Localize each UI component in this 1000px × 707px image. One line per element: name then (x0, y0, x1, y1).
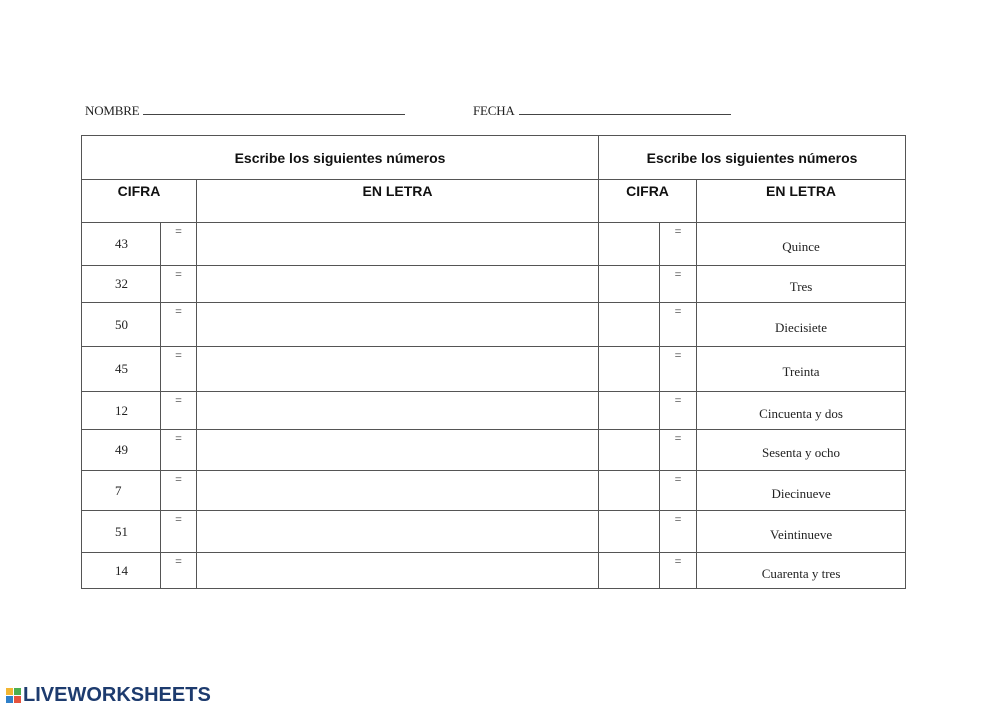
right-words: Quince (696, 222, 907, 266)
right-number-input[interactable] (598, 222, 661, 266)
left-words-input[interactable] (195, 552, 600, 589)
equals-sign: = (160, 470, 197, 511)
right-number-input[interactable] (598, 346, 661, 392)
equals-sign: = (659, 391, 698, 430)
right-words: Cincuenta y dos (696, 391, 907, 430)
left-number: 32 (81, 265, 161, 303)
left-words-input[interactable] (195, 222, 600, 266)
logo-text: LIVEWORKSHEETS (23, 684, 211, 706)
equals-sign: = (160, 265, 197, 303)
left-words-input[interactable] (195, 391, 600, 430)
left-number: 7 (81, 470, 161, 511)
equals-sign: = (659, 510, 698, 553)
right-words: Cuarenta y tres (696, 552, 907, 589)
name-line[interactable] (143, 102, 406, 115)
date-label: FECHA (473, 103, 515, 118)
logo-icon (6, 688, 21, 703)
right-words: Sesenta y ocho (696, 429, 907, 471)
right-col-number: CIFRA (598, 179, 698, 223)
table-row: 12 = = Cincuenta y dos (81, 391, 907, 430)
equals-sign: = (160, 429, 197, 471)
name-label: NOMBRE (85, 103, 140, 118)
name-field: NOMBRE (85, 102, 406, 119)
left-number: 14 (81, 552, 161, 589)
left-number: 12 (81, 391, 161, 430)
left-title: Escribe los siguientes números (80, 135, 600, 180)
right-title: Escribe los siguientes números (598, 135, 907, 180)
left-words-input[interactable] (195, 429, 600, 471)
equals-sign: = (160, 222, 197, 266)
equals-sign: = (659, 346, 698, 392)
table-row: 43 = = Quince (81, 222, 907, 266)
table-row: 51 = = Veintinueve (81, 510, 907, 553)
left-number: 49 (81, 429, 161, 471)
left-words-input[interactable] (195, 265, 600, 303)
right-number-input[interactable] (598, 470, 661, 511)
right-number-input[interactable] (598, 510, 661, 553)
table-row: 32 = = Tres (81, 265, 907, 303)
equals-sign: = (160, 391, 197, 430)
right-col-words: EN LETRA (696, 179, 907, 223)
right-number-input[interactable] (598, 429, 661, 471)
equals-sign: = (659, 302, 698, 347)
left-number: 51 (81, 510, 161, 553)
equals-sign: = (659, 265, 698, 303)
left-words-input[interactable] (195, 302, 600, 347)
equals-sign: = (160, 346, 197, 392)
right-words: Tres (696, 265, 907, 303)
right-words: Diecinueve (696, 470, 907, 511)
worksheet-table: Escribe los siguientes números Escribe l… (80, 135, 907, 589)
left-words-input[interactable] (195, 346, 600, 392)
right-number-input[interactable] (598, 302, 661, 347)
right-words: Treinta (696, 346, 907, 392)
left-number: 45 (81, 346, 161, 392)
right-words: Veintinueve (696, 510, 907, 553)
date-line[interactable] (518, 102, 731, 115)
equals-sign: = (659, 552, 698, 589)
date-field: FECHA (473, 102, 731, 119)
table-row: 45 = = Treinta (81, 346, 907, 392)
left-col-words: EN LETRA (195, 179, 600, 223)
left-words-input[interactable] (195, 510, 600, 553)
left-number: 43 (81, 222, 161, 266)
equals-sign: = (160, 302, 197, 347)
right-words: Diecisiete (696, 302, 907, 347)
equals-sign: = (160, 510, 197, 553)
equals-sign: = (659, 222, 698, 266)
right-number-input[interactable] (598, 552, 661, 589)
equals-sign: = (160, 552, 197, 589)
equals-sign: = (659, 470, 698, 511)
table-row: 50 = = Diecisiete (81, 302, 907, 347)
left-words-input[interactable] (195, 470, 600, 511)
table-row: 7 = = Diecinueve (81, 470, 907, 511)
table-row: 14 = = Cuarenta y tres (81, 552, 907, 589)
left-number: 50 (81, 302, 161, 347)
left-col-number: CIFRA (81, 179, 197, 223)
liveworksheets-logo: LIVEWORKSHEETS (6, 684, 211, 707)
right-number-input[interactable] (598, 391, 661, 430)
table-row: 49 = = Sesenta y ocho (81, 429, 907, 471)
right-number-input[interactable] (598, 265, 661, 303)
equals-sign: = (659, 429, 698, 471)
